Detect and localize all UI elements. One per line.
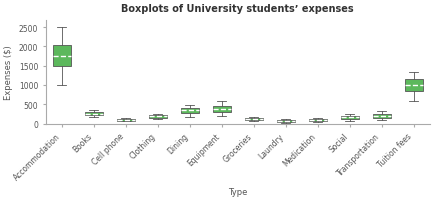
PathPatch shape xyxy=(117,119,135,121)
PathPatch shape xyxy=(309,119,327,121)
PathPatch shape xyxy=(85,112,102,115)
PathPatch shape xyxy=(213,106,230,112)
PathPatch shape xyxy=(341,116,358,119)
Title: Boxplots of University studentsʼ expenses: Boxplots of University studentsʼ expense… xyxy=(122,4,354,14)
PathPatch shape xyxy=(373,114,391,118)
PathPatch shape xyxy=(405,80,423,92)
X-axis label: Type: Type xyxy=(228,187,247,196)
Y-axis label: Expenses ($): Expenses ($) xyxy=(4,45,13,99)
PathPatch shape xyxy=(181,108,199,114)
PathPatch shape xyxy=(53,45,71,66)
PathPatch shape xyxy=(149,116,167,118)
PathPatch shape xyxy=(245,118,263,121)
PathPatch shape xyxy=(277,121,295,122)
